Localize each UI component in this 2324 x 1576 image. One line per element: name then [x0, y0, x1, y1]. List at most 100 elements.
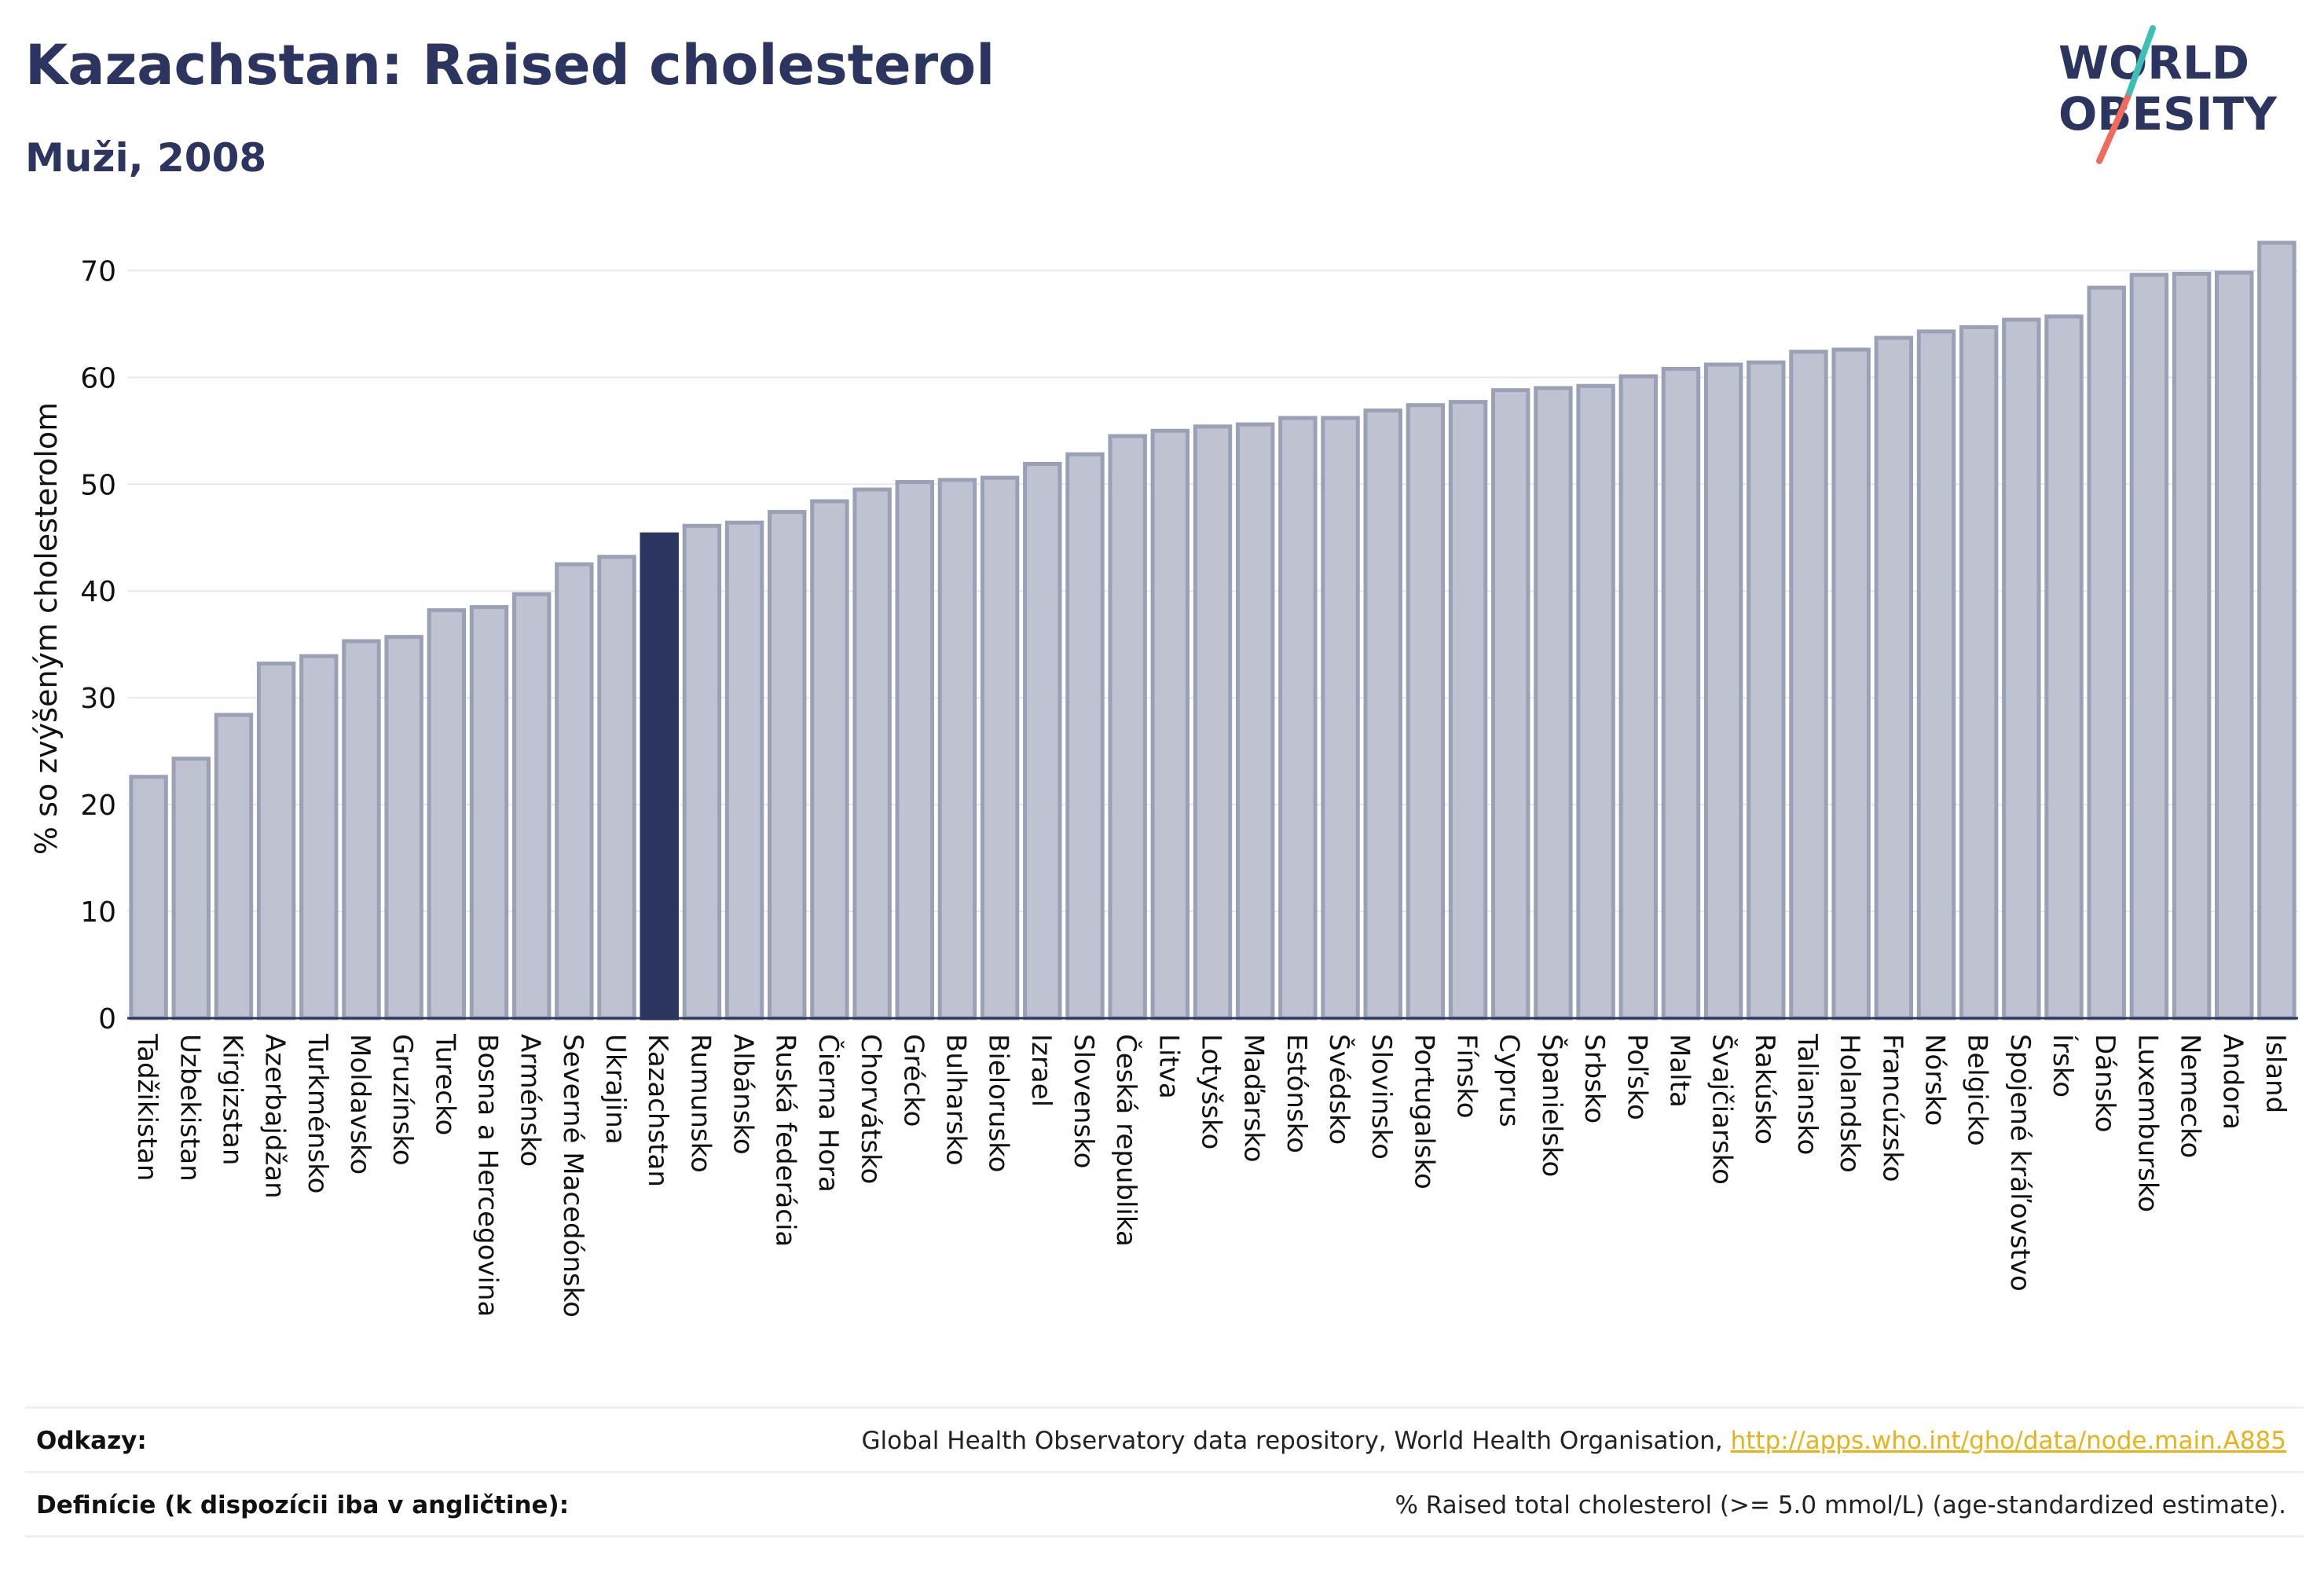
- logo-line2: OBESITY: [2058, 87, 2278, 141]
- bar[interactable]: [597, 555, 636, 1021]
- bar[interactable]: [1108, 434, 1147, 1021]
- footer-divider-middle: [25, 1471, 2304, 1473]
- axis-layer: 0 10 20 30 40 50 60 70 Tadžikistan Uzbekistan Kirg…: [80, 255, 2298, 1318]
- bar[interactable]: [1831, 347, 1871, 1021]
- x-tick-label: Albánsko: [728, 1034, 759, 1155]
- x-tick-label: Francúzsko: [1876, 1034, 1908, 1182]
- bar[interactable]: [2257, 240, 2297, 1021]
- footer-divider-top: [25, 1406, 2304, 1409]
- x-tick-label: Kirgizstan: [216, 1034, 247, 1165]
- bar[interactable]: [2087, 285, 2126, 1021]
- bar[interactable]: [1363, 408, 1402, 1021]
- bar[interactable]: [1618, 374, 1658, 1021]
- y-tick-label: 10: [80, 896, 116, 929]
- bar[interactable]: [1789, 350, 1828, 1021]
- bar[interactable]: [2002, 317, 2041, 1021]
- x-tick-label: Fínsko: [1451, 1034, 1483, 1119]
- bar[interactable]: [171, 757, 211, 1021]
- bar[interactable]: [427, 608, 467, 1021]
- x-tick-label: Azerbajdžan: [259, 1034, 291, 1199]
- x-tick-label: Rakúsko: [1749, 1034, 1780, 1145]
- x-tick-label: Bulharsko: [940, 1034, 971, 1166]
- y-tick-label: 0: [98, 1003, 116, 1035]
- bar[interactable]: [1747, 360, 1786, 1021]
- bar[interactable]: [1916, 329, 1956, 1021]
- references-link[interactable]: http://apps.who.int/gho/data/node.main.A…: [1730, 1427, 2286, 1455]
- bar[interactable]: [810, 499, 849, 1021]
- y-tick-label: 20: [80, 790, 116, 822]
- bar-highlighted[interactable]: [640, 532, 679, 1021]
- x-tick-label: Česká republika: [1110, 1034, 1142, 1247]
- bar[interactable]: [852, 487, 892, 1021]
- x-tick-label: Moldavsko: [344, 1034, 376, 1175]
- bar[interactable]: [1406, 403, 1446, 1021]
- bar[interactable]: [299, 654, 339, 1021]
- x-tick-label: Portugalsko: [1408, 1034, 1439, 1189]
- bar[interactable]: [1534, 386, 1573, 1021]
- x-tick-label: Španielsko: [1536, 1034, 1568, 1177]
- bar[interactable]: [1235, 422, 1275, 1021]
- bar-chart: 0 10 20 30 40 50 60 70 Tadžikistan Uzbekistan Kirg…: [29, 240, 2298, 1318]
- x-tick-label: Ruská federácia: [770, 1034, 801, 1247]
- bar[interactable]: [1193, 424, 1233, 1021]
- references-source: Global Health Observatory data repositor…: [861, 1427, 1731, 1455]
- bar[interactable]: [1023, 461, 1062, 1021]
- x-tick-label: Litva: [1153, 1034, 1184, 1099]
- bar[interactable]: [1278, 416, 1318, 1021]
- y-tick-label: 30: [80, 683, 116, 715]
- logo-slash-coral: [2096, 94, 2131, 164]
- y-tick-label: 40: [80, 576, 116, 608]
- references-text: Global Health Observatory data repositor…: [862, 1427, 2286, 1455]
- x-tick-label: Luxembursko: [2132, 1034, 2163, 1212]
- chart-subtitle: Muži, 2008: [25, 135, 267, 181]
- x-tick-label: Poľsko: [1621, 1034, 1652, 1120]
- bar[interactable]: [682, 523, 722, 1021]
- bar[interactable]: [1576, 383, 1615, 1021]
- bar[interactable]: [342, 639, 381, 1021]
- bar[interactable]: [1661, 366, 1701, 1021]
- bar[interactable]: [555, 562, 594, 1021]
- bar[interactable]: [1321, 416, 1360, 1021]
- bar[interactable]: [1448, 400, 1488, 1021]
- bar[interactable]: [214, 713, 254, 1021]
- x-tick-label: Spojené kráľovstvo: [2004, 1034, 2036, 1292]
- x-tick-label: Rumunsko: [684, 1034, 716, 1173]
- x-tick-label: Bielorusko: [983, 1034, 1014, 1172]
- bar[interactable]: [384, 635, 423, 1021]
- bar[interactable]: [469, 605, 509, 1021]
- bar[interactable]: [895, 480, 934, 1021]
- bar[interactable]: [1065, 452, 1105, 1021]
- bar[interactable]: [129, 775, 168, 1021]
- bar[interactable]: [937, 478, 977, 1021]
- x-tick-label: Malta: [1663, 1034, 1695, 1108]
- definitions-label: Definície (k dispozícii iba v angličtine…: [36, 1491, 570, 1519]
- bar[interactable]: [511, 592, 552, 1021]
- bar[interactable]: [256, 662, 296, 1021]
- bar[interactable]: [1959, 324, 1999, 1021]
- bar[interactable]: [1703, 362, 1743, 1021]
- x-tick-label: Severné Macedónsko: [557, 1034, 588, 1318]
- world-obesity-logo: WORLD OBESITY: [2058, 25, 2278, 164]
- x-tick-label: Slovensko: [1068, 1034, 1099, 1168]
- bar[interactable]: [2129, 273, 2169, 1021]
- logo-line1: WORLD: [2058, 36, 2249, 90]
- bar[interactable]: [2044, 314, 2084, 1021]
- y-tick-label: 50: [80, 469, 116, 501]
- x-tick-label: Turecko: [429, 1033, 460, 1135]
- x-tick-label: Nórsko: [1919, 1034, 1951, 1126]
- bar[interactable]: [1491, 388, 1530, 1021]
- y-tick-label: 60: [80, 362, 116, 394]
- bar[interactable]: [2215, 270, 2254, 1021]
- x-tick-label: Lotyšsko: [1196, 1034, 1227, 1149]
- bar[interactable]: [1150, 428, 1190, 1021]
- x-tick-label: Čierna Hora: [812, 1034, 845, 1193]
- x-tick-label: Estónsko: [1281, 1034, 1312, 1153]
- y-axis-label: % so zvýšeným cholesterolom: [29, 402, 64, 855]
- bar[interactable]: [1874, 335, 1914, 1021]
- bar[interactable]: [768, 510, 807, 1021]
- bar[interactable]: [724, 520, 764, 1021]
- x-tick-label: Chorvátsko: [855, 1034, 886, 1184]
- bar[interactable]: [980, 475, 1020, 1021]
- bar[interactable]: [2172, 271, 2212, 1021]
- x-tick-label: Kazachstan: [642, 1034, 673, 1187]
